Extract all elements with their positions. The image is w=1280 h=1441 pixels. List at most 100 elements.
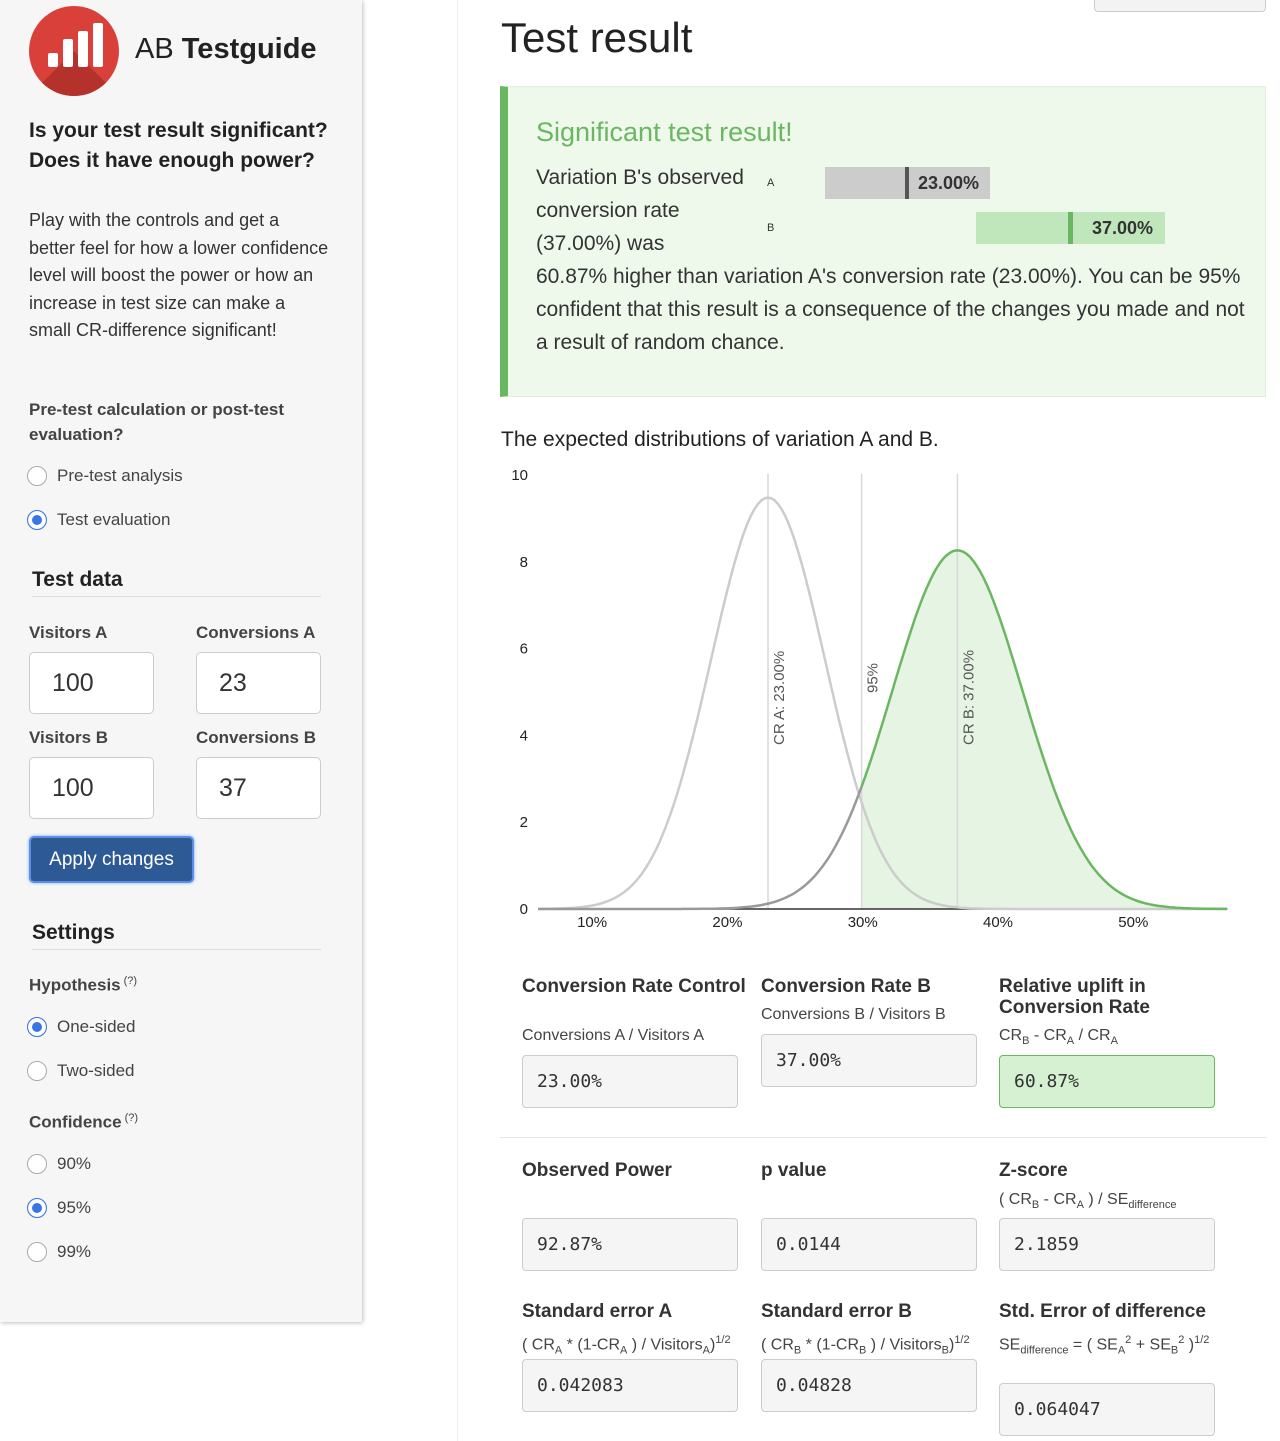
radio-confidence-90[interactable]: 90% — [27, 1152, 91, 1176]
reference-label: 95% — [865, 663, 882, 693]
se-diff-title: Std. Error of difference — [999, 1301, 1206, 1322]
cr-b-formula: Conversions B / Visitors B — [761, 1006, 946, 1023]
x-tick-label: 50% — [1118, 914, 1148, 931]
se-diff-formula: SEdifference = ( SEA2 + SEB2 )1/2 — [999, 1334, 1210, 1357]
intro-text: Play with the controls and get a better … — [29, 210, 329, 340]
z-score-formula: ( CRB - CRA ) / SEdifference — [999, 1191, 1177, 1212]
se-b-value: 0.04828 — [761, 1359, 977, 1412]
radio-label: One-sided — [57, 1017, 136, 1036]
cr-control-value: 23.00% — [522, 1055, 738, 1108]
z-score-title: Z-score — [999, 1160, 1068, 1181]
result-alert: Significant test result! Variation B's o… — [500, 86, 1266, 397]
series-b-curve-nonsignificant — [538, 786, 863, 911]
x-tick-label: 20% — [712, 914, 742, 931]
test-data-title: Test data — [32, 568, 321, 597]
y-tick-label: 4 — [520, 727, 528, 744]
power-value: 92.87% — [522, 1218, 738, 1271]
reference-label: CR A: 23.00% — [771, 651, 788, 745]
conversions-a-input[interactable]: 23 — [196, 652, 321, 714]
conversions-b-input[interactable]: 37 — [196, 757, 321, 819]
se-a-formula: ( CRA * (1-CRA ) / VisitorsA)1/2 — [522, 1334, 731, 1357]
page-title: Test result — [501, 14, 693, 61]
mini-bar-b-label: B — [767, 222, 775, 234]
stats-divider — [500, 1137, 1266, 1138]
radio-label: 90% — [57, 1154, 92, 1173]
hypothesis-label: Hypothesis (?) — [29, 975, 138, 995]
y-tick-label: 10 — [511, 467, 528, 484]
help-icon[interactable]: (?) — [123, 975, 138, 987]
power-title: Observed Power — [522, 1160, 672, 1181]
z-score-value: 2.1859 — [999, 1218, 1215, 1271]
radio-button[interactable] — [27, 1061, 47, 1081]
significant-area — [861, 550, 1228, 909]
top-button[interactable] — [1094, 0, 1266, 12]
radio-button[interactable] — [27, 466, 47, 486]
x-tick-label: 10% — [577, 914, 607, 931]
radio-button[interactable] — [27, 510, 47, 530]
alert-title: Significant test result! — [536, 117, 793, 147]
se-a-value: 0.042083 — [522, 1359, 738, 1412]
column-divider — [457, 0, 458, 1441]
radio-label: 99% — [57, 1242, 92, 1261]
radio-button[interactable] — [27, 1017, 47, 1037]
brand-name: AB Testguide — [135, 33, 317, 65]
intro-question: Is your test result significant? Does it… — [29, 119, 328, 172]
mini-bar-a-value: 23.00% — [918, 173, 980, 193]
radio-confidence-95[interactable]: 95% — [27, 1196, 91, 1220]
radio-button[interactable] — [27, 1198, 47, 1218]
y-tick-label: 2 — [520, 814, 528, 831]
mini-bar-a: 23.00% — [825, 167, 990, 199]
sidebar: AB Testguide Is your test result signifi… — [0, 0, 362, 1322]
cr-b-title: Conversion Rate B — [761, 976, 931, 997]
radio-two-sided[interactable]: Two-sided — [27, 1059, 134, 1083]
cr-control-title: Conversion Rate Control — [522, 976, 746, 997]
radio-label: Test evaluation — [57, 510, 171, 529]
logo — [29, 6, 119, 96]
alert-body-text: 60.87% higher than variation A's convers… — [536, 265, 1245, 354]
mini-bar-b: 37.00% — [976, 212, 1165, 244]
uplift-value: 60.87% — [999, 1055, 1215, 1108]
radio-label: Pre-test analysis — [57, 466, 183, 485]
cr-b-value: 37.00% — [761, 1034, 977, 1087]
mode-label: Pre-test calculation or post-test evalua… — [29, 400, 285, 444]
settings-title: Settings — [32, 921, 321, 950]
se-a-title: Standard error A — [522, 1301, 673, 1322]
reference-label: CR B: 37.00% — [960, 650, 977, 745]
y-tick-label: 0 — [520, 901, 528, 918]
p-value-title: p value — [761, 1160, 827, 1181]
mini-bar-b-value: 37.00% — [1092, 218, 1154, 238]
radio-pre-test[interactable]: Pre-test analysis — [27, 464, 183, 488]
radio-one-sided[interactable]: One-sided — [27, 1015, 135, 1039]
help-icon[interactable]: (?) — [124, 1112, 139, 1124]
radio-confidence-99[interactable]: 99% — [27, 1240, 91, 1264]
radio-label: Two-sided — [57, 1061, 135, 1080]
visitors-a-label: Visitors A — [29, 623, 108, 642]
series-a-curve — [538, 496, 1228, 911]
uplift-formula: CRB - CRA / CRA — [999, 1027, 1118, 1048]
alert-lead-text: Variation B's observed conversion rate (… — [536, 166, 744, 255]
series-b-curve — [860, 549, 1227, 911]
distribution-chart: CR A: 23.00% 95% CR B: 37.00% 0 2 4 6 8 10 10% 20%… — [511, 467, 1228, 931]
conversions-a-label: Conversions A — [196, 623, 316, 642]
visitors-b-input[interactable]: 100 — [29, 757, 154, 819]
se-diff-value: 0.064047 — [999, 1383, 1215, 1436]
uplift-title: Relative uplift in Conversion Rate — [999, 976, 1150, 1018]
radio-button[interactable] — [27, 1242, 47, 1262]
se-b-formula: ( CRB * (1-CRB ) / VisitorsB)1/2 — [761, 1334, 970, 1357]
x-tick-label: 30% — [848, 914, 878, 931]
confidence-label: Confidence (?) — [29, 1112, 139, 1132]
radio-button[interactable] — [27, 1154, 47, 1174]
visitors-b-label: Visitors B — [29, 728, 109, 747]
apply-changes-button[interactable]: Apply changes — [29, 836, 194, 883]
cr-control-formula: Conversions A / Visitors A — [522, 1027, 705, 1044]
conversions-b-label: Conversions B — [196, 728, 316, 747]
radio-test-evaluation[interactable]: Test evaluation — [27, 508, 170, 532]
radio-label: 95% — [57, 1198, 92, 1217]
y-tick-label: 6 — [520, 641, 528, 658]
y-tick-label: 8 — [520, 554, 528, 571]
chart-title: The expected distributions of variation … — [501, 428, 939, 451]
se-b-title: Standard error B — [761, 1301, 912, 1322]
mini-bar-a-label: A — [767, 177, 775, 189]
visitors-a-input[interactable]: 100 — [29, 652, 154, 714]
p-value: 0.0144 — [761, 1218, 977, 1271]
